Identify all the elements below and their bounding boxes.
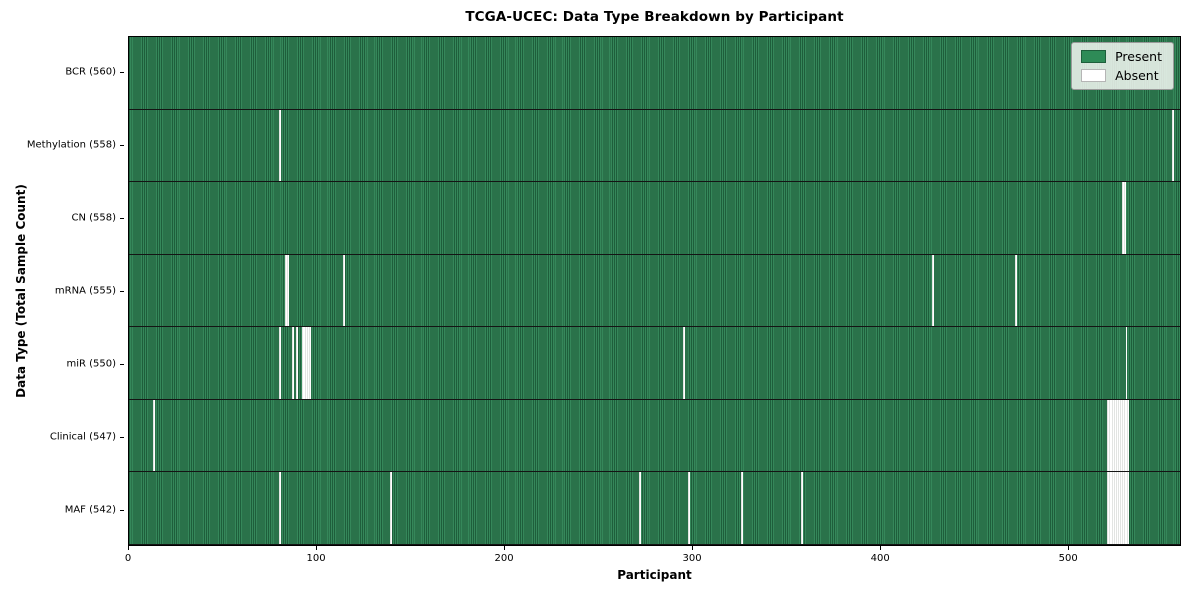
absent-stripe xyxy=(740,472,743,545)
absent-stripe xyxy=(1121,472,1124,545)
absent-stripe xyxy=(1123,182,1126,254)
legend-label-absent: Absent xyxy=(1115,68,1159,83)
absent-stripe xyxy=(279,472,282,545)
present-swatch xyxy=(1081,50,1107,63)
absent-stripe xyxy=(303,327,306,399)
heatmap-row-methylation xyxy=(129,109,1180,183)
absent-stripe xyxy=(296,327,298,399)
x-tick-label: 300 xyxy=(682,553,702,564)
absent-stripe xyxy=(279,109,282,182)
absent-stripe xyxy=(286,254,289,327)
absent-stripe xyxy=(1118,472,1120,545)
y-tick-label-mrna: mRNA (555) xyxy=(54,285,116,297)
y-tick-mark xyxy=(120,218,124,220)
absent-stripe xyxy=(1123,399,1126,472)
y-axis-ticks: BCR (560) Methylation (558) CN (558) mRNA (… xyxy=(0,36,124,546)
y-tick-label-maf: MAF (542) xyxy=(64,504,116,516)
absent-stripe xyxy=(1125,472,1128,545)
legend-entry-absent: Absent xyxy=(1081,69,1162,82)
absent-stripe xyxy=(1114,472,1117,545)
absent-stripe xyxy=(932,254,935,327)
x-tick-label: 500 xyxy=(1058,553,1078,564)
absent-stripe xyxy=(1110,399,1113,472)
y-tick-label-methylation: Methylation (558) xyxy=(26,139,116,151)
absent-stripe xyxy=(1123,472,1126,545)
absent-stripe xyxy=(688,472,691,545)
heatmap-row-clinical xyxy=(129,399,1180,473)
heatmap-row-bcr xyxy=(129,37,1180,110)
absent-stripe xyxy=(1172,109,1175,182)
absent-stripe xyxy=(1119,399,1122,472)
absent-stripe xyxy=(1014,254,1017,327)
y-tick-mark xyxy=(120,436,124,438)
legend-label-present: Present xyxy=(1115,49,1162,64)
absent-stripe xyxy=(1127,399,1130,472)
absent-stripe xyxy=(1110,472,1113,545)
absent-stripe xyxy=(284,254,287,327)
x-tick-mark xyxy=(128,546,129,550)
y-tick-mark xyxy=(120,145,124,147)
absent-stripe xyxy=(800,472,803,545)
absent-stripe xyxy=(1125,399,1128,472)
x-tick-label: 0 xyxy=(124,553,132,564)
x-tick-label: 400 xyxy=(870,553,890,564)
x-tick-mark xyxy=(1068,546,1070,550)
absent-stripe xyxy=(1116,472,1119,545)
legend-entry-present: Present xyxy=(1081,50,1162,63)
absent-stripe xyxy=(682,327,685,399)
y-tick-label-clinical: Clinical (547) xyxy=(49,431,116,443)
heatmap-row-mrna xyxy=(129,254,1180,328)
absent-swatch xyxy=(1081,69,1107,82)
plot-area: Present Absent xyxy=(128,36,1181,546)
y-tick-label-mir: miR (550) xyxy=(66,358,116,370)
absent-stripe xyxy=(305,327,308,399)
y-tick-label-cn: CN (558) xyxy=(71,212,116,224)
absent-stripe xyxy=(1112,472,1115,545)
x-tick-label: 200 xyxy=(494,553,514,564)
absent-stripe xyxy=(1121,399,1124,472)
absent-stripe xyxy=(292,327,295,399)
absent-stripe xyxy=(342,254,345,327)
x-tick-mark xyxy=(504,546,506,550)
absent-stripe xyxy=(1106,472,1109,545)
legend: Present Absent xyxy=(1071,42,1174,90)
absent-stripe xyxy=(1108,399,1111,472)
absent-stripe xyxy=(279,327,282,399)
absent-stripe xyxy=(153,399,156,472)
y-tick-mark xyxy=(120,509,124,511)
absent-stripe xyxy=(301,327,304,399)
absent-stripe xyxy=(1121,182,1124,254)
absent-stripe xyxy=(1112,399,1115,472)
x-tick-mark xyxy=(316,546,318,550)
y-tick-mark xyxy=(120,72,124,74)
chart-title: TCGA-UCEC: Data Type Breakdown by Partic… xyxy=(465,9,844,25)
x-axis-ticks: 0 100 200 300 400 500 xyxy=(124,546,1181,570)
x-axis-label: Participant xyxy=(617,568,692,582)
absent-stripe xyxy=(1118,399,1120,472)
heatmap-row-maf xyxy=(129,472,1180,546)
y-tick-mark xyxy=(120,363,124,365)
absent-stripe xyxy=(639,472,642,545)
absent-stripe xyxy=(1116,399,1119,472)
absent-stripe xyxy=(1125,327,1128,399)
absent-stripe xyxy=(1127,472,1130,545)
absent-stripe xyxy=(1119,472,1122,545)
absent-stripe xyxy=(1108,472,1111,545)
heatmap-row-cn xyxy=(129,182,1180,255)
y-tick-label-bcr: BCR (560) xyxy=(65,66,116,78)
absent-stripe xyxy=(307,327,310,399)
absent-stripe xyxy=(1106,399,1109,472)
absent-stripe xyxy=(389,472,392,545)
absent-stripe xyxy=(309,327,312,399)
x-tick-mark xyxy=(880,546,882,550)
heatmap-row-mir xyxy=(129,327,1180,400)
y-tick-mark xyxy=(120,291,124,292)
x-tick-label: 100 xyxy=(306,553,326,564)
x-tick-mark xyxy=(692,546,694,550)
absent-stripe xyxy=(1114,399,1117,472)
